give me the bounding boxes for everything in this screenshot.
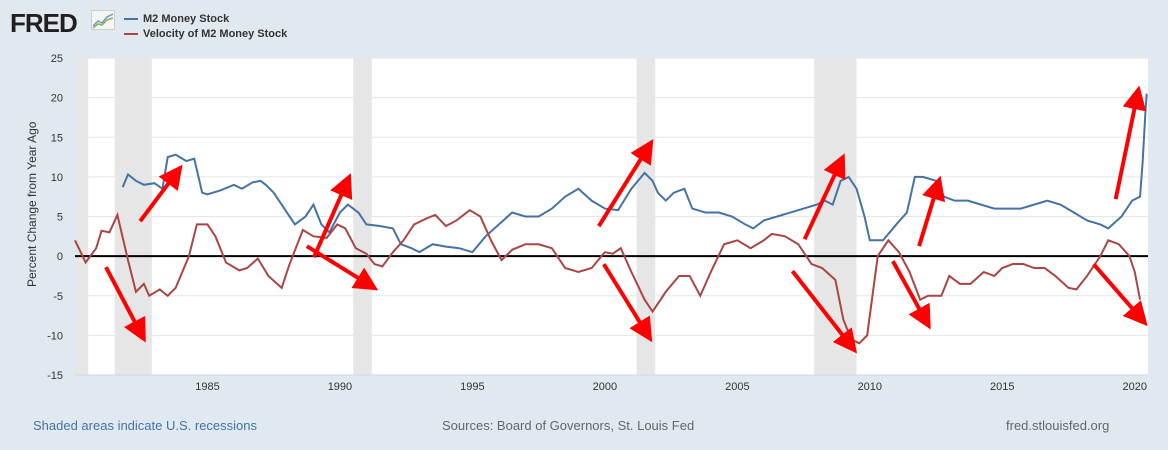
recession-note-link[interactable]: Shaded areas indicate U.S. recessions (33, 418, 258, 433)
y-tick-label: 0 (57, 251, 63, 263)
fred-logo[interactable]: FRED (10, 8, 78, 39)
y-tick-label: -10 (47, 330, 63, 342)
x-tick-label: 1985 (195, 381, 219, 393)
y-tick-label: 25 (51, 53, 63, 65)
red-arrow-annotation (138, 164, 183, 223)
legend-swatch (124, 33, 138, 36)
red-arrow-annotation (305, 244, 379, 291)
x-tick-label: 2010 (858, 381, 882, 393)
y-tick-label: 10 (51, 172, 63, 184)
red-arrow-annotation (1092, 262, 1148, 327)
red-arrow-annotation (917, 175, 946, 247)
legend-item-velocity[interactable]: Velocity of M2 Money Stock (124, 27, 287, 42)
site-link[interactable]: fred.stlouisfed.org (1006, 418, 1110, 433)
red-arrow-annotation (802, 153, 846, 241)
red-arrow-annotation (602, 263, 653, 343)
red-arrow-annotation (597, 139, 654, 228)
y-tick-label: 20 (51, 93, 63, 105)
x-tick-label: 2000 (593, 381, 617, 393)
red-arrow-annotation (891, 260, 931, 330)
legend-label: Velocity of M2 Money Stock (143, 28, 288, 40)
legend-item-m2[interactable]: M2 Money Stock (124, 12, 287, 27)
y-tick-label: -15 (47, 370, 63, 382)
y-tick-label: 5 (57, 212, 63, 224)
legend-swatch (124, 18, 138, 21)
chart-logo-icon (91, 10, 115, 30)
x-tick-label: 1990 (328, 381, 352, 393)
red-arrow-annotation (790, 269, 858, 354)
series-velocity-line (74, 208, 1142, 345)
y-tick-label: 15 (51, 132, 63, 144)
red-arrow-annotation (312, 173, 353, 258)
legend-label: M2 Money Stock (143, 13, 230, 25)
x-tick-label: 2015 (990, 381, 1014, 393)
red-arrow-annotation (1113, 85, 1147, 200)
series-m2-line (121, 93, 1148, 254)
y-tick-label: -5 (53, 291, 63, 303)
x-tick-label: 2005 (725, 381, 749, 393)
logo-text: FRED (10, 8, 78, 38)
x-tick-label: 1995 (460, 381, 484, 393)
sources-text: Sources: Board of Governors, St. Louis F… (442, 418, 695, 433)
red-arrow-annotation (104, 266, 146, 343)
x-tick-label: 2020 (1123, 381, 1147, 393)
legend: M2 Money Stock Velocity of M2 Money Stoc… (124, 12, 287, 42)
